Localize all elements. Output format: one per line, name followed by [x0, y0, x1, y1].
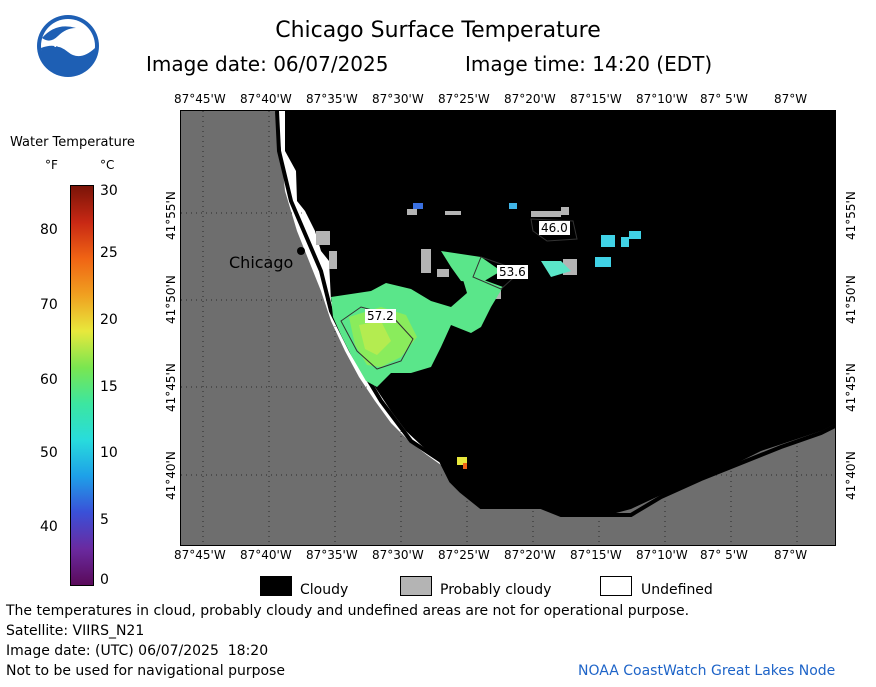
lon-label-bottom: 87°35'W [306, 548, 358, 562]
lat-label-left: 41°50'N [164, 275, 178, 324]
legend-tick-f: 70 [40, 297, 58, 313]
lon-label-top: 87°45'W [174, 92, 226, 106]
lon-label-top: 87°40'W [240, 92, 292, 106]
image-time: Image time: 14:20 (EDT) [465, 52, 713, 76]
lon-label-top: 87°10'W [636, 92, 688, 106]
legend-unit-f: °F [45, 158, 58, 172]
legend-tick-f: 40 [40, 519, 58, 535]
lon-label-top: 87°15'W [570, 92, 622, 106]
contour-label-53-6: 53.6 [497, 265, 528, 279]
legend-tick-c: 5 [100, 512, 109, 528]
lon-label-bottom: 87°10'W [636, 548, 688, 562]
lon-label-bottom: 87°W [774, 548, 808, 562]
legend-tick-c: 0 [100, 572, 109, 588]
utc-date-text: Image date: (UTC) 06/07/2025 18:20 [6, 643, 269, 659]
lon-label-bottom: 87°15'W [570, 548, 622, 562]
contour-label-57-2: 57.2 [365, 309, 396, 323]
disclaimer-text: The temperatures in cloud, probably clou… [6, 603, 690, 619]
land-area [181, 111, 835, 545]
legend-label-cloudy: Cloudy [300, 582, 349, 598]
legend-tick-f: 50 [40, 445, 58, 461]
lat-label-left: 41°55'N [164, 191, 178, 240]
city-label-chicago: Chicago [229, 253, 294, 272]
legend-label-undefined: Undefined [641, 582, 713, 598]
temperature-map: 46.0 53.6 57.2 [180, 110, 836, 546]
lon-label-bottom: 87°40'W [240, 548, 292, 562]
credit-text: NOAA CoastWatch Great Lakes Node [578, 663, 836, 679]
legend-tick-c: 15 [100, 379, 118, 395]
legend-unit-c: °C [100, 158, 115, 172]
legend-tick-f: 60 [40, 372, 58, 388]
lat-label-left: 41°45'N [164, 363, 178, 412]
page-title: Chicago Surface Temperature [275, 18, 601, 43]
lon-label-bottom: 87°45'W [174, 548, 226, 562]
legend-swatch-cloudy [260, 576, 292, 596]
lon-label-top: 87°30'W [372, 92, 424, 106]
lat-label-left: 41°40'N [164, 451, 178, 500]
legend-tick-c: 25 [100, 245, 118, 261]
color-scale-bar [70, 185, 94, 586]
lat-label-right: 41°55'N [844, 191, 858, 240]
legend-tick-c: 20 [100, 312, 118, 328]
lat-label-right: 41°45'N [844, 363, 858, 412]
contour-label-46: 46.0 [539, 221, 570, 235]
lon-label-bottom: 87°20'W [504, 548, 556, 562]
image-date: Image date: 06/07/2025 [146, 52, 389, 76]
legend-swatch-undefined [600, 576, 632, 596]
navigation-warning: Not to be used for navigational purpose [6, 663, 285, 679]
map-canvas [181, 111, 835, 545]
satellite-text: Satellite: VIIRS_N21 [6, 623, 145, 639]
lon-label-bottom: 87°30'W [372, 548, 424, 562]
lon-label-bottom: 87° 5'W [700, 548, 748, 562]
legend-swatch-probably-cloudy [400, 576, 432, 596]
lon-label-top: 87°25'W [438, 92, 490, 106]
legend-tick-c: 10 [100, 445, 118, 461]
noaa-logo: NOAA [37, 15, 99, 77]
lon-label-top: 87°W [774, 92, 808, 106]
lon-label-bottom: 87°25'W [438, 548, 490, 562]
lon-label-top: 87°35'W [306, 92, 358, 106]
shoreline [275, 111, 835, 517]
lon-label-top: 87°20'W [504, 92, 556, 106]
legend-label-probably-cloudy: Probably cloudy [440, 582, 552, 598]
lat-label-right: 41°50'N [844, 275, 858, 324]
lat-label-right: 41°40'N [844, 451, 858, 500]
legend-tick-f: 80 [40, 222, 58, 238]
noaa-logo-text: NOAA [54, 40, 83, 50]
lon-label-top: 87° 5'W [700, 92, 748, 106]
legend-tick-c: 30 [100, 183, 118, 199]
legend-title: Water Temperature [10, 135, 135, 150]
